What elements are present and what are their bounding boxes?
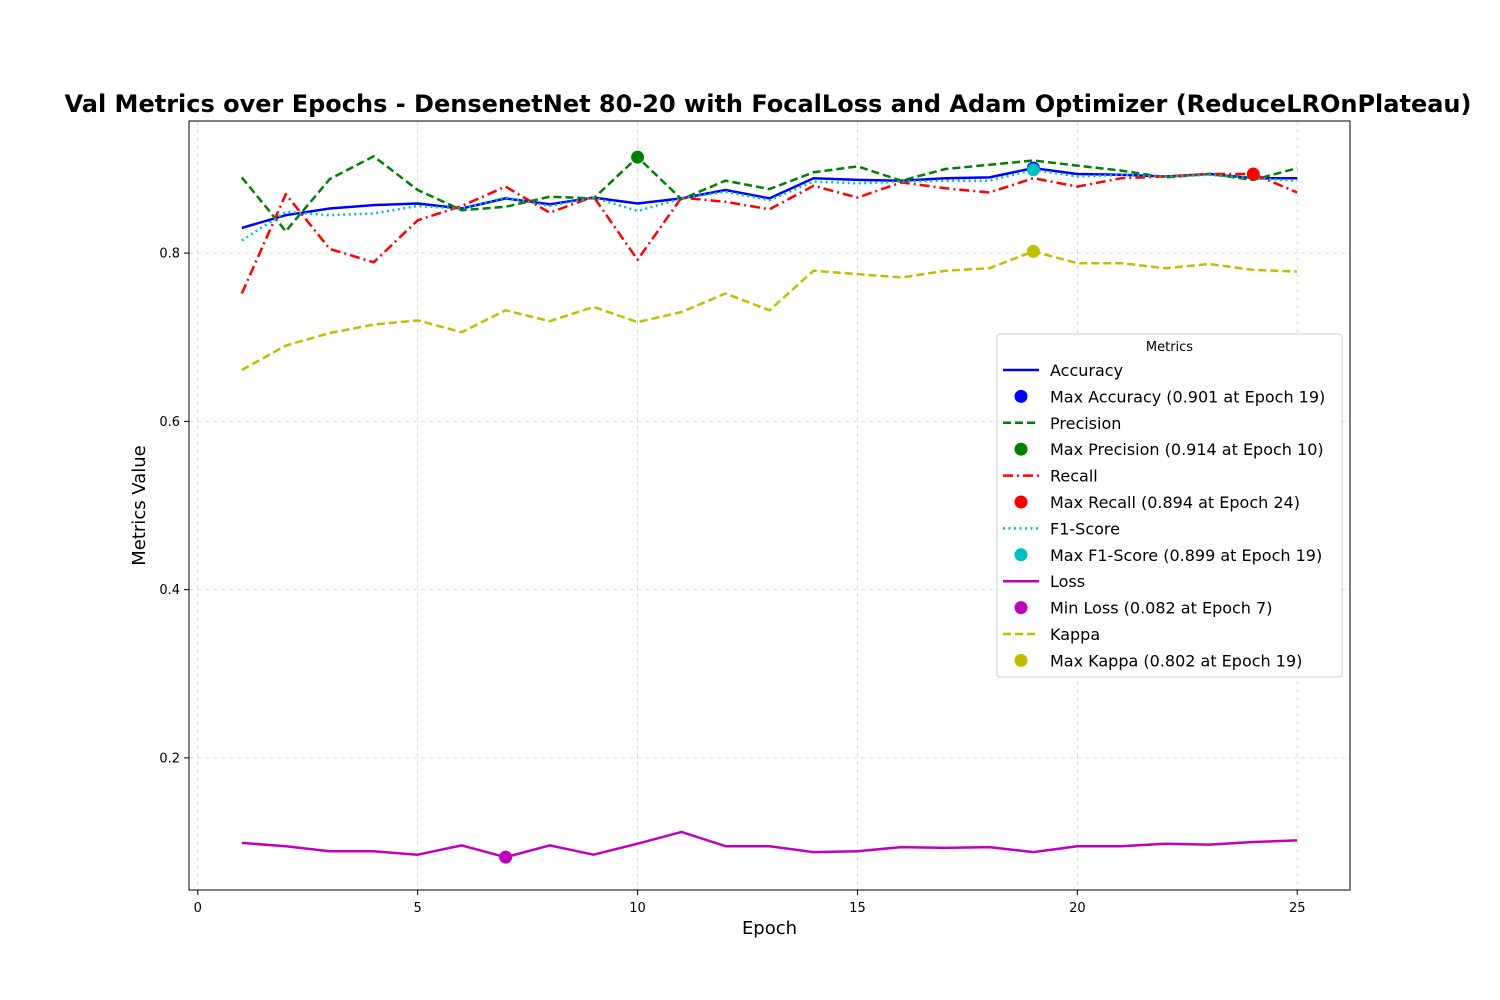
legend-label-loss: Loss (1050, 572, 1085, 591)
plot-area (188, 120, 1351, 891)
series-line-recall (240, 172, 1298, 295)
legend-marker-label-recall: Max Recall (0.894 at Epoch 24) (1050, 493, 1300, 512)
x-tick-label: 0 (194, 901, 202, 916)
x-tick-label: 15 (849, 901, 866, 916)
series-line-loss (241, 830, 1298, 859)
legend-marker-label-f1-score: Max F1-Score (0.899 at Epoch 19) (1050, 546, 1322, 565)
legend-label-f1-score: F1-Score (1050, 519, 1120, 538)
series-line-precision (240, 155, 1298, 233)
marker-f1-score (1026, 163, 1040, 177)
marker-loss (499, 850, 513, 864)
x-axis-label: Epoch (742, 918, 797, 939)
marker-recall (1246, 167, 1260, 181)
legend-label-accuracy: Accuracy (1050, 361, 1123, 380)
chart-title: Val Metrics over Epochs - DensenetNet 80… (65, 90, 1472, 118)
y-tick-label: 0.4 (159, 583, 180, 598)
series-lines (240, 155, 1298, 859)
legend-marker-loss (1014, 601, 1028, 615)
legend-marker-kappa (1014, 653, 1028, 667)
legend-marker-accuracy (1014, 389, 1028, 403)
marker-precision (631, 150, 645, 164)
legend-marker-label-accuracy: Max Accuracy (0.901 at Epoch 19) (1050, 387, 1325, 406)
legend-label-kappa: Kappa (1050, 625, 1100, 644)
y-tick-label: 0.6 (159, 415, 180, 430)
legend-marker-precision (1014, 442, 1028, 456)
series-markers (499, 150, 1260, 864)
x-tick-label: 25 (1289, 901, 1306, 916)
legend-marker-recall (1014, 495, 1028, 509)
x-tick-label: 5 (414, 901, 422, 916)
y-tick-label: 0.2 (159, 751, 180, 766)
legend: Metrics Accuracy Max Accuracy (0.901 at E… (996, 333, 1343, 678)
series-line-f1-score (241, 168, 1298, 242)
marker-kappa (1026, 244, 1040, 258)
x-tick-label: 10 (629, 901, 646, 916)
y-tick-label: 0.8 (159, 247, 180, 262)
series-line-kappa (241, 250, 1298, 372)
legend-label-recall: Recall (1050, 467, 1098, 486)
y-axis-label: Metrics Value (129, 445, 150, 566)
legend-title: Metrics (1146, 340, 1193, 355)
legend-marker-f1-score (1014, 548, 1028, 562)
legend-marker-label-precision: Max Precision (0.914 at Epoch 10) (1050, 440, 1324, 459)
legend-label-precision: Precision (1050, 414, 1121, 433)
axis-ticks: 0 5 10 15 20 25 0.2 0.4 0.6 0.8 (159, 247, 1305, 916)
legend-marker-label-kappa: Max Kappa (0.802 at Epoch 19) (1050, 651, 1302, 670)
x-tick-label: 20 (1069, 901, 1086, 916)
legend-box (996, 333, 1343, 678)
legend-marker-label-loss: Min Loss (0.082 at Epoch 7) (1050, 599, 1272, 618)
